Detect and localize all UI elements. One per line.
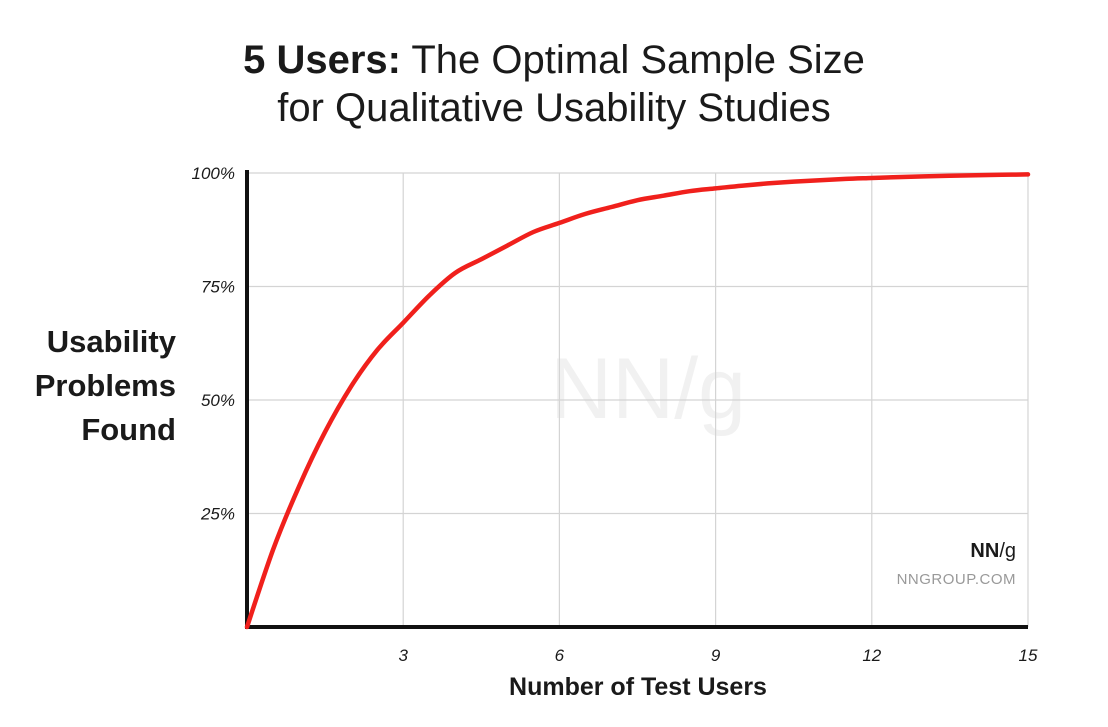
grid-lines [247,172,1029,627]
x-tick-label-6: 6 [555,646,565,665]
brand-logo-bold: NN [970,540,1000,562]
x-tick-label-9: 9 [711,646,721,665]
y-tick-label-50: 50% [201,391,235,410]
y-axis-label: Usability Problems Found [10,320,176,452]
y-tick-label-75: 75% [201,278,235,297]
y-tick-label-25: 25% [200,505,235,524]
watermark-logo: NN/g [550,341,746,437]
chart-title: 5 Users: The Optimal Sample Size for Qua… [0,36,1108,132]
y-axis-label-line-2: Problems [34,368,176,403]
brand-logo: NN/g [897,540,1016,563]
brand-url: NNGROUP.COM [896,571,1016,588]
y-tick-label-100: 100% [192,164,235,183]
axes [245,170,1028,629]
title-line-2: for Qualitative Usability Studies [277,86,831,130]
x-tick-label-15: 15 [1019,646,1038,665]
title-line-1: 5 Users: The Optimal Sample Size [0,36,1108,84]
brand-logo-rest: /g [999,540,1016,562]
title-bold-part: 5 Users: [243,38,401,82]
y-axis-label-line-1: Usability [46,324,176,359]
title-rest: The Optimal Sample Size [411,38,865,82]
x-tick-label-12: 12 [862,646,881,665]
x-axis-label: Number of Test Users [509,673,767,701]
y-axis-label-line-3: Found [81,412,176,447]
x-tick-label-3: 3 [398,646,408,665]
series-group [244,172,1031,630]
series-line-0 [244,172,1031,630]
brand-block: NN/g NNGROUP.COM [897,540,1016,588]
tick-labels: 25% 50% 75% 100% 3 6 9 12 15 [192,164,1038,665]
